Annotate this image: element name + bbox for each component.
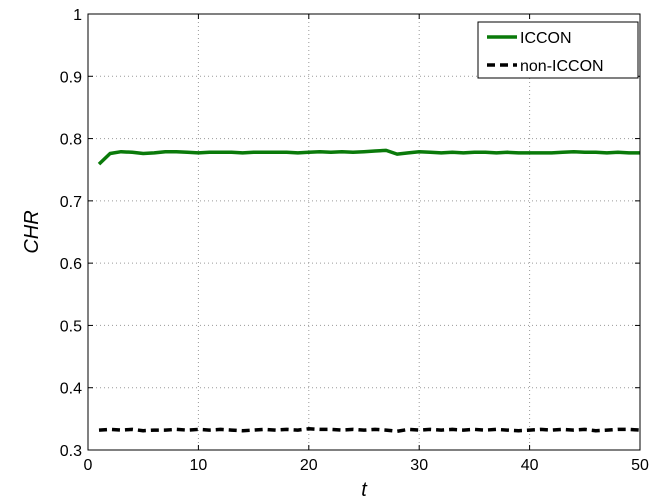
- x-tick-label: 50: [631, 457, 649, 474]
- x-tick-label: 10: [190, 457, 208, 474]
- x-tick-label: 0: [84, 457, 93, 474]
- y-tick-label: 0.4: [60, 381, 82, 398]
- y-tick-label: 0.8: [60, 132, 82, 149]
- y-tick-label: 0.5: [60, 318, 82, 335]
- legend-label-non-iccon: non-ICCON: [520, 58, 604, 75]
- series-line-iccon: [97, 148, 640, 166]
- y-tick-label: 0.9: [60, 69, 82, 86]
- legend-label-iccon: ICCON: [520, 30, 572, 47]
- x-tick-label: 30: [410, 457, 428, 474]
- y-axis-label: CHR: [21, 210, 43, 253]
- plot-area-background: [88, 14, 640, 450]
- x-tick-label: 20: [300, 457, 318, 474]
- x-tick-label: 40: [521, 457, 539, 474]
- y-tick-label: 1: [73, 7, 82, 24]
- series-lines: [97, 148, 641, 434]
- legend: ICCON non-ICCON: [477, 21, 639, 79]
- y-tick-label: 0.7: [60, 194, 82, 211]
- axis-ticks: [87, 13, 641, 451]
- x-axis-label: t: [361, 479, 368, 501]
- legend-box: [477, 21, 639, 79]
- y-tick-label: 0.6: [60, 256, 82, 273]
- plot-area-frame: [87, 13, 641, 451]
- y-tick-label: 0.3: [60, 443, 82, 460]
- axis-tick-labels: 0 10 20 30 40 50 0.3 0.4 0.5 0.6 0.7 0.8 0.9 1: [60, 7, 649, 474]
